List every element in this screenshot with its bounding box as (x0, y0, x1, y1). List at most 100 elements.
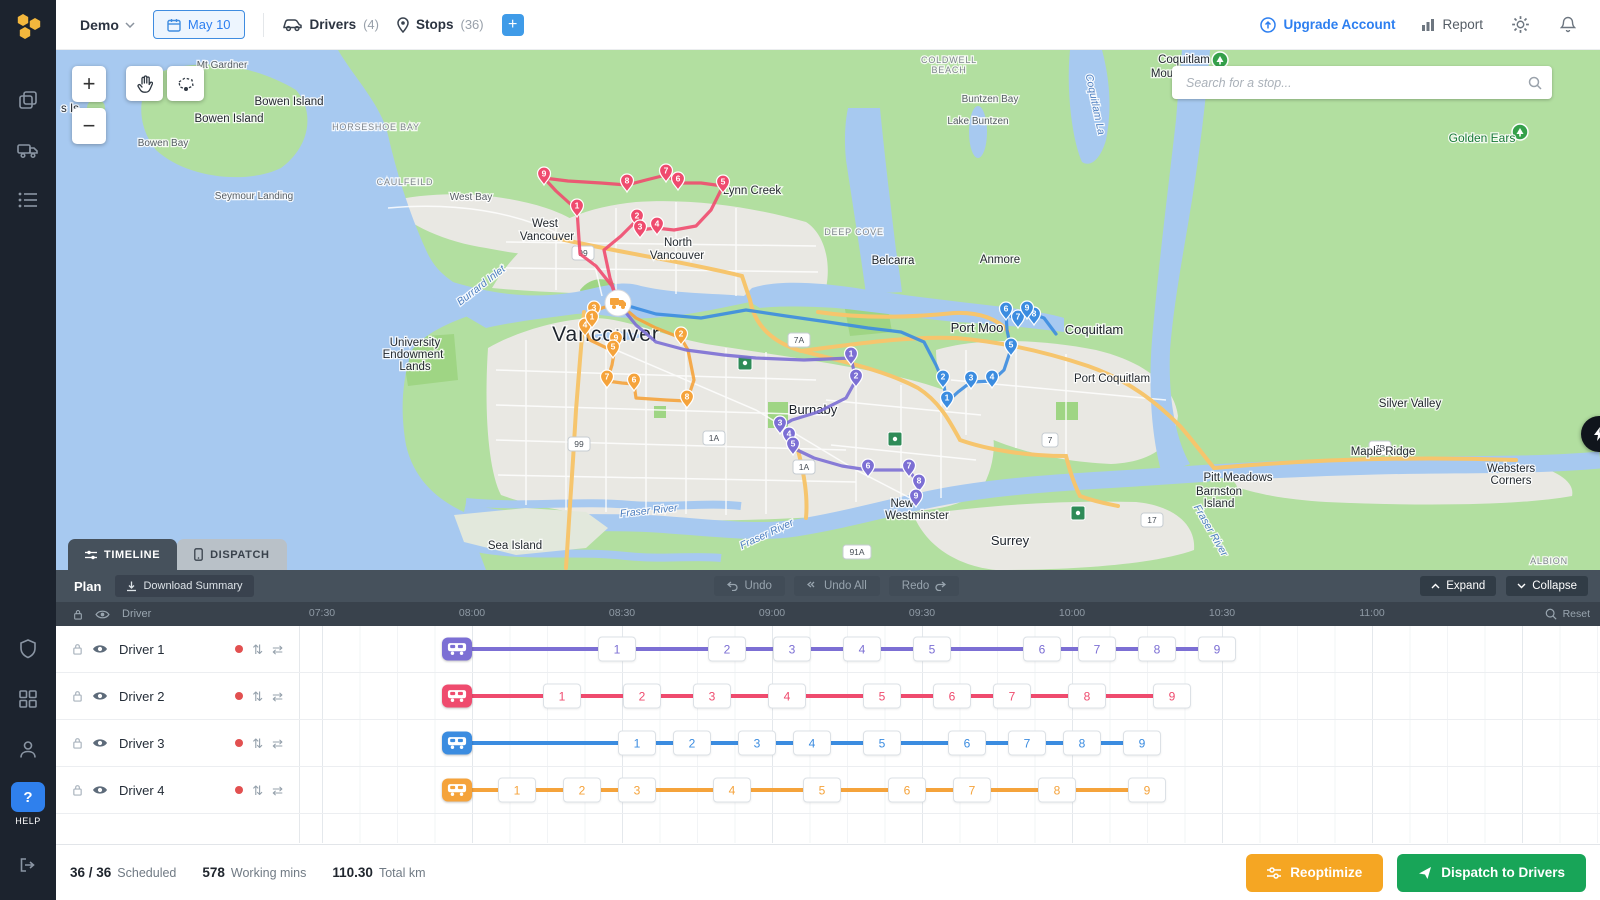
map-stop-marker[interactable]: 5 (785, 436, 801, 457)
pan-tool-button[interactable] (126, 66, 163, 101)
map-stop-marker[interactable]: 5 (605, 339, 621, 360)
timeline-stop[interactable]: 2 (673, 730, 711, 756)
app-logo[interactable] (13, 12, 43, 45)
lock-icon[interactable] (72, 643, 83, 655)
drivers-tab[interactable]: Drivers (4) (282, 17, 379, 32)
vehicle-chip[interactable] (442, 778, 472, 802)
timeline-stop[interactable]: 3 (693, 683, 731, 709)
date-button[interactable]: May 10 (152, 10, 245, 39)
tab-timeline[interactable]: TIMELINE (68, 539, 178, 570)
map-stop-marker[interactable]: 8 (619, 173, 635, 194)
upgrade-account-button[interactable]: Upgrade Account (1260, 16, 1395, 33)
timeline-stop[interactable]: 4 (713, 777, 751, 803)
timeline-stop[interactable]: 5 (803, 777, 841, 803)
timeline-stop[interactable]: 7 (993, 683, 1031, 709)
map-stop-marker[interactable]: 3 (632, 219, 648, 240)
lock-icon[interactable] (72, 690, 83, 702)
map-stop-marker[interactable]: 9 (908, 488, 924, 509)
eye-icon[interactable] (92, 643, 108, 655)
timeline-stop[interactable]: 7 (1078, 636, 1116, 662)
map-stop-marker[interactable]: 6 (860, 458, 876, 479)
feedback-widget-button[interactable] (1581, 416, 1600, 452)
reorder-stops-icon[interactable]: ⇅ (252, 782, 264, 798)
map-stop-marker[interactable]: 6 (626, 372, 642, 393)
map-stop-marker[interactable]: 2 (848, 368, 864, 389)
timeline-stop[interactable]: 1 (598, 636, 636, 662)
map-area[interactable]: 99 99 1A 1A 7A 7 17 7B 91A s Is Mt Gardner Bowen Is… (56, 50, 1600, 570)
timeline-stop[interactable]: 8 (1038, 777, 1076, 803)
map-stop-marker[interactable]: 6 (998, 301, 1014, 322)
map-stop-marker[interactable]: 7 (901, 458, 917, 479)
lasso-select-tool-button[interactable] (167, 66, 204, 101)
project-selector[interactable]: Demo (80, 17, 135, 33)
map-stop-marker[interactable]: 9 (536, 166, 552, 187)
lock-icon[interactable] (73, 609, 83, 620)
eye-icon[interactable] (92, 737, 108, 749)
tab-dispatch[interactable]: DISPATCH (177, 539, 287, 570)
eye-icon[interactable] (92, 690, 108, 702)
timeline-stop[interactable]: 8 (1138, 636, 1176, 662)
lock-icon[interactable] (72, 737, 83, 749)
timeline-stop[interactable]: 7 (1008, 730, 1046, 756)
map-stop-marker[interactable]: 2 (935, 369, 951, 390)
timeline-stop[interactable]: 1 (498, 777, 536, 803)
timeline-stop[interactable]: 8 (1068, 683, 1106, 709)
timeline-stop[interactable]: 6 (948, 730, 986, 756)
reoptimize-button[interactable]: Reoptimize (1246, 853, 1384, 892)
timeline-stop[interactable]: 5 (913, 636, 951, 662)
timeline-stop[interactable]: 1 (543, 683, 581, 709)
timeline-reset-button[interactable]: Reset (1545, 602, 1590, 626)
security-icon-button[interactable] (8, 629, 48, 669)
timeline-stop[interactable]: 5 (863, 730, 901, 756)
vehicle-chip[interactable] (442, 684, 472, 708)
swap-route-icon[interactable]: ⇄ (272, 641, 283, 657)
depot-marker[interactable] (604, 289, 632, 317)
notifications-button[interactable] (1558, 14, 1578, 35)
eye-icon[interactable] (92, 784, 108, 796)
map-stop-marker[interactable]: 8 (679, 389, 695, 410)
map-stop-marker[interactable]: 8 (911, 473, 927, 494)
timeline-stop[interactable]: 2 (623, 683, 661, 709)
reorder-stops-icon[interactable]: ⇅ (252, 688, 264, 704)
plans-icon-button[interactable] (8, 80, 48, 120)
vehicle-chip[interactable] (442, 637, 472, 661)
stops-tab[interactable]: Stops (36) (397, 16, 484, 33)
timeline-stop[interactable]: 9 (1153, 683, 1191, 709)
undo-all-button[interactable]: Undo All (793, 576, 880, 596)
report-button[interactable]: Report (1421, 17, 1483, 32)
timeline-stop[interactable]: 2 (708, 636, 746, 662)
reorder-stops-icon[interactable]: ⇅ (252, 735, 264, 751)
zoom-out-button[interactable]: − (72, 108, 106, 144)
timeline-stop[interactable]: 3 (738, 730, 776, 756)
map-stop-marker[interactable]: 1 (569, 198, 585, 219)
orders-icon-button[interactable] (8, 180, 48, 220)
timeline-stop[interactable]: 6 (933, 683, 971, 709)
timeline-stop[interactable]: 9 (1128, 777, 1166, 803)
dispatch-to-drivers-button[interactable]: Dispatch to Drivers (1397, 853, 1586, 892)
swap-route-icon[interactable]: ⇄ (272, 735, 283, 751)
timeline-stop[interactable]: 2 (563, 777, 601, 803)
map-stop-marker[interactable]: 1 (939, 390, 955, 411)
timeline-stop[interactable]: 8 (1063, 730, 1101, 756)
swap-route-icon[interactable]: ⇄ (272, 782, 283, 798)
account-icon-button[interactable] (8, 729, 48, 769)
lock-icon[interactable] (72, 784, 83, 796)
map-stop-marker[interactable]: 9 (1019, 300, 1035, 321)
map-stop-marker[interactable]: 6 (670, 171, 686, 192)
timeline-stop[interactable]: 9 (1198, 636, 1236, 662)
vehicle-chip[interactable] (442, 731, 472, 755)
vehicles-icon-button[interactable] (8, 130, 48, 170)
swap-route-icon[interactable]: ⇄ (272, 688, 283, 704)
map-stop-marker[interactable]: 4 (649, 216, 665, 237)
timeline-stop[interactable]: 4 (793, 730, 831, 756)
redo-button[interactable]: Redo (888, 576, 960, 596)
collapse-button[interactable]: Collapse (1506, 576, 1588, 596)
map-stop-marker[interactable]: 2 (673, 326, 689, 347)
timeline-stop[interactable]: 1 (618, 730, 656, 756)
timeline-stop[interactable]: 3 (618, 777, 656, 803)
map-stop-marker[interactable]: 1 (584, 309, 600, 330)
timeline-stop[interactable]: 9 (1123, 730, 1161, 756)
